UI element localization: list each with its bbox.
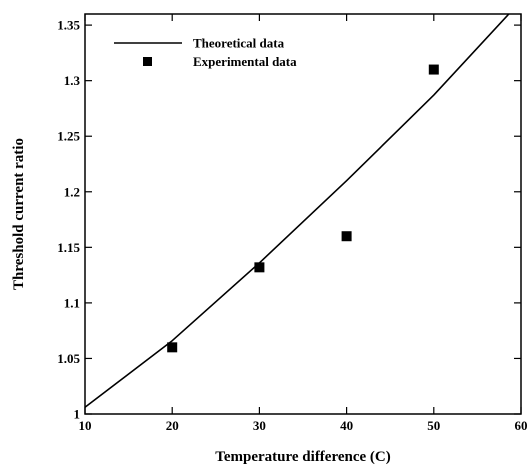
series-layer xyxy=(84,13,510,408)
x-tick-label: 30 xyxy=(253,418,266,433)
experimental-point xyxy=(167,342,178,353)
legend: Theoretical data Experimental data xyxy=(114,36,297,69)
y-tick-label: 1.05 xyxy=(57,351,80,366)
experimental-point xyxy=(428,64,439,75)
experimental-point xyxy=(254,262,265,273)
legend-label-theoretical: Theoretical data xyxy=(193,36,285,51)
x-tick-label: 40 xyxy=(340,418,353,433)
y-tick-label: 1.25 xyxy=(57,129,80,144)
x-tick-label: 60 xyxy=(515,418,528,433)
theoretical-curve xyxy=(84,13,510,408)
x-tick-label: 10 xyxy=(79,418,92,433)
y-tick-label: 1.3 xyxy=(64,73,81,88)
y-axis-title: Threshold current ratio xyxy=(11,138,27,290)
y-tick-label: 1.35 xyxy=(57,18,80,33)
x-tick-label: 50 xyxy=(427,418,440,433)
legend-label-experimental: Experimental data xyxy=(193,54,297,69)
plot-frame xyxy=(84,13,522,415)
x-axis-title: Temperature difference (C) xyxy=(215,449,391,465)
y-tick-label: 1 xyxy=(74,407,81,422)
x-tick-label: 20 xyxy=(166,418,179,433)
legend-square-swatch xyxy=(143,57,152,66)
x-axis: 10 20 30 40 50 60 xyxy=(79,14,528,433)
experimental-point xyxy=(341,231,352,242)
y-tick-label: 1.1 xyxy=(64,295,80,310)
y-tick-label: 1.15 xyxy=(57,240,80,255)
y-axis: 1 1.05 1.1 1.15 1.2 1.25 1.3 1.35 xyxy=(57,18,521,422)
y-tick-label: 1.2 xyxy=(64,184,80,199)
